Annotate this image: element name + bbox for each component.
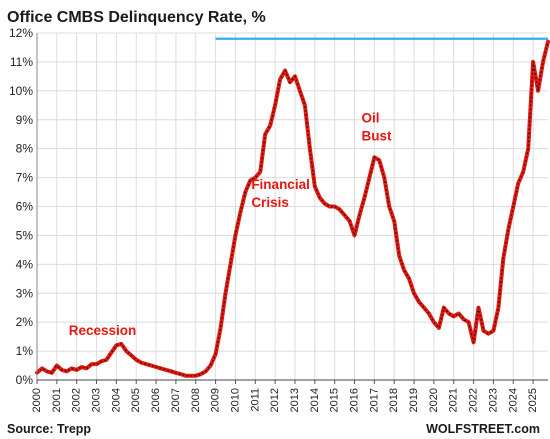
annotation-line: Financial (251, 177, 310, 192)
x-tick-label: 2003 (91, 388, 103, 412)
x-tick-label: 2020 (428, 388, 440, 412)
y-tick-label: 4% (16, 257, 34, 271)
x-tick-label: 2007 (170, 388, 182, 412)
x-tick-label: 2008 (190, 388, 202, 412)
x-tick-label: 2004 (110, 388, 122, 412)
y-tick-label: 1% (16, 344, 34, 358)
y-tick-label: 0% (16, 373, 34, 387)
source-label: Source: Trepp (7, 422, 91, 436)
annotation-line: Recession (69, 323, 137, 338)
annotation-line: Oil (361, 111, 379, 126)
y-tick-label: 6% (16, 200, 34, 214)
x-tick-label: 2015 (329, 388, 341, 412)
x-tick-label: 2012 (269, 388, 281, 412)
x-tick-label: 2010 (229, 388, 241, 412)
y-axis: 0% 1% 2% 3% 4% 5% 6% 7% 8% 9% 10% 11% 12% (9, 26, 38, 387)
y-tick-label: 7% (16, 171, 34, 185)
x-tick-label: 2002 (71, 388, 83, 412)
annotations: Recession Financial Crisis Oil Bust (69, 111, 392, 339)
y-tick-label: 11% (10, 55, 33, 69)
x-tick-label: 2009 (210, 388, 222, 412)
series-line-overlay (36, 41, 549, 377)
x-tick-label: 2024 (507, 388, 519, 412)
annotation: Financial Crisis (251, 177, 310, 210)
x-tick-label: 2025 (527, 388, 539, 412)
annotation: Oil Bust (361, 111, 392, 144)
brand-label: WOLFSTREET.com (426, 422, 540, 436)
x-tick-label: 2006 (150, 388, 162, 412)
x-tick-label: 2014 (309, 388, 321, 412)
y-tick-label: 8% (16, 142, 34, 156)
x-tick-label: 2018 (388, 388, 400, 412)
x-axis: 2000 2001 2002 2003 2004 2005 2006 2007 2008 2009… (31, 379, 548, 412)
x-tick-label: 2022 (468, 388, 480, 412)
series-layer (35, 39, 550, 378)
x-tick-label: 2023 (487, 388, 499, 412)
x-tick-label: 2016 (349, 388, 361, 412)
x-tick-label: 2000 (31, 388, 43, 412)
x-tick-label: 2005 (130, 388, 142, 412)
y-tick-label: 3% (16, 286, 34, 300)
x-tick-label: 2001 (51, 388, 63, 412)
y-tick-label: 2% (16, 315, 34, 329)
annotation-line: Crisis (251, 195, 289, 210)
y-tick-label: 10% (9, 84, 33, 98)
x-tick-label: 2013 (289, 388, 301, 412)
y-tick-label: 12% (9, 26, 33, 40)
x-tick-label: 2011 (249, 388, 261, 412)
x-tick-label: 2017 (368, 388, 380, 412)
y-tick-label: 9% (16, 113, 34, 127)
y-tick-label: 5% (16, 228, 34, 242)
chart-title: Office CMBS Delinquency Rate, % (7, 9, 266, 26)
x-tick-label: 2021 (448, 388, 460, 412)
annotation: Recession (69, 323, 137, 338)
annotation-line: Bust (361, 129, 392, 144)
x-tick-label: 2019 (408, 388, 420, 412)
